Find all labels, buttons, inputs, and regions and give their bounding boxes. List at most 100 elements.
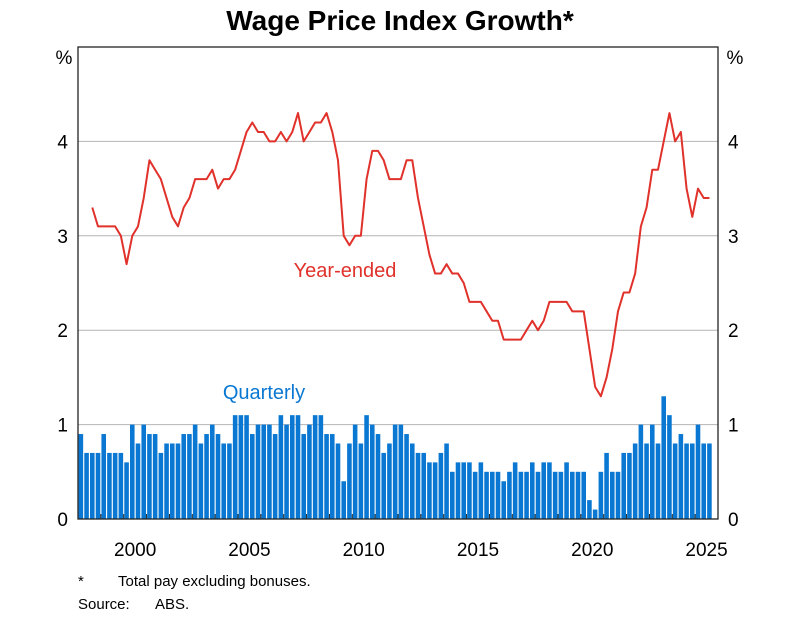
quarterly-bar [707,443,712,519]
quarterly-bar [227,443,232,519]
quarterly-bar [112,452,118,519]
y-unit-left: % [56,48,73,69]
quarterly-bar [604,452,609,519]
quarterly-bar [472,471,478,519]
quarterly-bar [278,415,284,519]
quarterly-bar [627,452,632,519]
x-tick-label: 2005 [228,540,270,561]
x-tick-label: 2025 [685,540,727,561]
quarterly-bar [290,415,295,519]
quarterly-bar [547,462,552,519]
y-tick-label-left: 3 [57,227,68,248]
quarterly-bar [135,443,141,519]
quarterly-bars [78,396,712,519]
quarterly-bar [78,434,84,519]
quarterly-bar [410,443,415,519]
quarterly-bar [661,396,666,519]
quarterly-bar [421,452,426,519]
quarterly-bar [632,443,638,519]
quarterly-bar [164,443,169,519]
x-axis: 2000 2005 2010 2015 2020 2025 [77,514,728,561]
quarterly-bar [432,462,438,519]
quarterly-bar [455,462,461,519]
quarterly-bar [484,471,489,519]
quarterly-bar [581,471,586,519]
quarterly-bar [232,415,238,519]
quarterly-bar [187,434,192,519]
quarterly-bar [90,452,95,519]
quarterly-bar [678,434,684,519]
quarterly-bar [404,434,409,519]
quarterly-bar [655,443,661,519]
quarterly-bar [198,443,204,519]
quarterly-bar [450,471,455,519]
quarterly-bar [370,424,375,519]
quarterly-bar [387,443,392,519]
quarterly-bar [610,471,615,519]
y-tick-label-right: 3 [728,227,739,248]
quarterly-bar [318,415,324,519]
quarterly-bar [152,434,158,519]
gridlines [78,140,718,426]
quarterly-bar [238,415,244,519]
quarterly-bar [398,424,404,519]
quarterly-bar [444,443,449,519]
y-tick-label-right: 2 [728,321,739,342]
quarterly-bar [255,424,261,519]
quarterly-bar [490,471,495,519]
quarterly-bar [175,443,181,519]
quarterly-bar [381,452,386,519]
quarterly-label: Quarterly [223,382,305,404]
quarterly-bar [130,424,135,519]
y-tick-label-right: 4 [728,132,739,153]
quarterly-bar [192,424,198,519]
quarterly-bar [141,424,146,519]
quarterly-bar [558,471,564,519]
quarterly-bar [341,481,346,519]
quarterly-bar [701,443,706,519]
quarterly-bar [695,424,701,519]
quarterly-bar [301,434,306,519]
footnote-text: Total pay excluding bonuses. [118,573,311,590]
quarterly-bar [272,434,278,519]
quarterly-bar [507,471,512,519]
quarterly-bar [598,471,604,519]
quarterly-bar [587,500,592,519]
quarterly-bar [312,415,318,519]
quarterly-bar [552,471,558,519]
quarterly-bar [564,462,569,519]
quarterly-bar [621,452,626,519]
source-text: ABS. [155,596,189,613]
x-tick-label: 2020 [571,540,613,561]
source-label: Source: [78,596,130,613]
quarterly-bar [478,462,484,519]
quarterly-bar [295,415,301,519]
quarterly-bar [118,452,124,519]
quarterly-bar [535,471,541,519]
quarterly-bar [684,443,689,519]
quarterly-bar [541,462,546,519]
quarterly-bar [501,481,506,519]
quarterly-bar [181,434,186,519]
quarterly-bar [170,443,175,519]
quarterly-bar [524,471,529,519]
quarterly-bar [347,443,352,519]
quarterly-bar [210,424,215,519]
quarterly-bar [375,434,381,519]
quarterly-bar [644,443,649,519]
x-tick-label: 2010 [343,540,385,561]
quarterly-bar [672,443,678,519]
quarterly-bar [204,434,209,519]
y-tick-label-left: 2 [57,321,68,342]
y-unit-right: % [727,48,744,69]
quarterly-bar [667,415,672,519]
quarterly-bar [284,424,289,519]
quarterly-bar [575,471,581,519]
quarterly-bar [261,424,266,519]
y-tick-label-right: 1 [728,416,739,437]
quarterly-bar [415,452,421,519]
quarterly-bar [307,424,312,519]
quarterly-bar [107,452,112,519]
quarterly-bar [124,462,129,519]
